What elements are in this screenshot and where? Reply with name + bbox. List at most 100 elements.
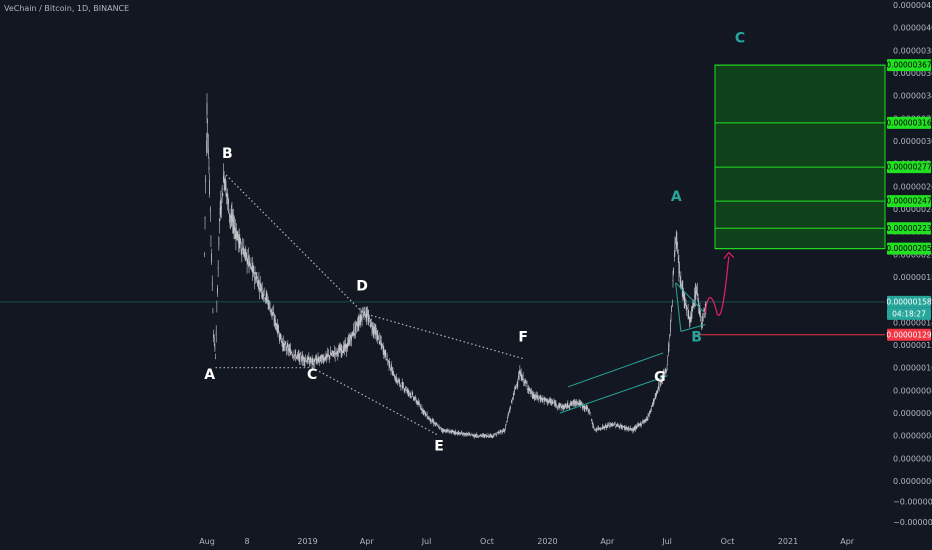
y-tick-label-17: 0.00000080: [893, 386, 932, 395]
candle-746: [694, 294, 696, 298]
trendline-b-d: [225, 174, 364, 314]
candle-303: [403, 385, 404, 387]
candle-376: [451, 430, 452, 434]
candle-422: [481, 435, 483, 437]
candle-148: [301, 360, 302, 362]
candle-565: [575, 403, 577, 405]
candle-608: [603, 426, 605, 428]
candle-462: [507, 415, 509, 417]
candle-238: [360, 317, 362, 319]
candle-251: [368, 318, 370, 319]
candle-62: [244, 251, 246, 255]
candle-173: [317, 357, 319, 361]
candle-54: [239, 238, 241, 248]
candle-369: [446, 430, 448, 431]
candle-751: [697, 294, 699, 301]
candle-511: [539, 399, 541, 400]
candle-477: [517, 382, 519, 384]
candle-124: [285, 345, 287, 349]
candle-46: [234, 225, 235, 230]
candle-175: [319, 359, 320, 361]
candle-744: [693, 303, 694, 305]
candle-166: [313, 363, 314, 366]
candle-545: [562, 405, 563, 408]
candle-576: [582, 404, 584, 408]
candle-660: [637, 424, 639, 426]
candle-100: [269, 307, 271, 312]
candle-233: [357, 324, 358, 327]
candle-51: [237, 230, 239, 238]
candle-445: [496, 434, 498, 435]
candle-156: [306, 360, 308, 362]
current-price-badge-text: 0.00000158: [886, 297, 932, 306]
candle-229: [354, 327, 356, 332]
candle-306: [405, 387, 406, 390]
candle-60: [243, 248, 245, 257]
candle-486: [523, 379, 525, 383]
y-tick-label-1: 0.00000400: [893, 24, 932, 33]
current-price-badge: [887, 295, 931, 308]
candle-400: [466, 433, 468, 435]
candle-115: [279, 334, 281, 340]
candle-647: [629, 429, 630, 430]
candle-275: [384, 350, 386, 355]
candle-372: [448, 432, 450, 434]
candle-595: [595, 429, 596, 431]
candle-648: [629, 427, 631, 430]
candle-507: [537, 395, 538, 399]
candle-52: [238, 236, 239, 244]
candle-332: [422, 409, 423, 412]
candle-147: [300, 355, 302, 360]
candle-299: [400, 386, 402, 388]
candle-482: [520, 372, 522, 379]
candle-347: [432, 419, 433, 422]
candle-195: [332, 350, 333, 353]
time-axis[interactable]: Aug 8 2019 Apr Jul Oct 2020 Apr Jul Oct 2021 Apr: [199, 537, 855, 546]
candle-513: [541, 397, 542, 400]
candle-443: [495, 434, 496, 435]
candle-270: [381, 344, 383, 349]
candle-588: [590, 414, 592, 416]
candle-160: [309, 361, 310, 364]
candle-635: [621, 427, 623, 428]
candle-356: [437, 427, 439, 429]
candle-370: [447, 430, 448, 432]
candle-421: [480, 434, 482, 437]
candle-594: [594, 430, 596, 431]
candle-577: [583, 406, 584, 407]
candle-48: [235, 233, 237, 239]
candle-677: [648, 411, 650, 415]
candle-623: [613, 424, 615, 426]
candle-434: [489, 434, 490, 437]
candle-661: [638, 423, 640, 426]
wave-label-b: B: [222, 146, 233, 162]
candle-196: [332, 351, 334, 353]
candle-66: [247, 261, 249, 263]
candle-249: [367, 316, 369, 322]
candle-312: [409, 392, 410, 394]
candle-204: [338, 348, 339, 352]
projection-curve: [704, 256, 730, 316]
candle-313: [409, 394, 411, 396]
candle-697: [662, 376, 663, 382]
candle-379: [453, 430, 454, 432]
candle-36: [227, 197, 229, 200]
candle-272: [382, 347, 384, 353]
candle-617: [609, 425, 611, 427]
candle-708: [669, 337, 671, 339]
candle-281: [388, 361, 390, 367]
level-badge-3-text: 0.00000247: [886, 197, 932, 206]
wedge-left: [675, 282, 682, 332]
candle-235: [358, 319, 360, 326]
candle-187: [326, 353, 328, 357]
candle-53: [238, 235, 240, 244]
candle-152: [303, 357, 305, 363]
candle-69: [249, 258, 251, 263]
candle-475: [516, 384, 517, 386]
candle-501: [533, 394, 534, 399]
candle-327: [418, 403, 420, 405]
candle-4: [206, 103, 208, 115]
candle-715: [673, 259, 675, 261]
candle-439: [492, 435, 494, 437]
